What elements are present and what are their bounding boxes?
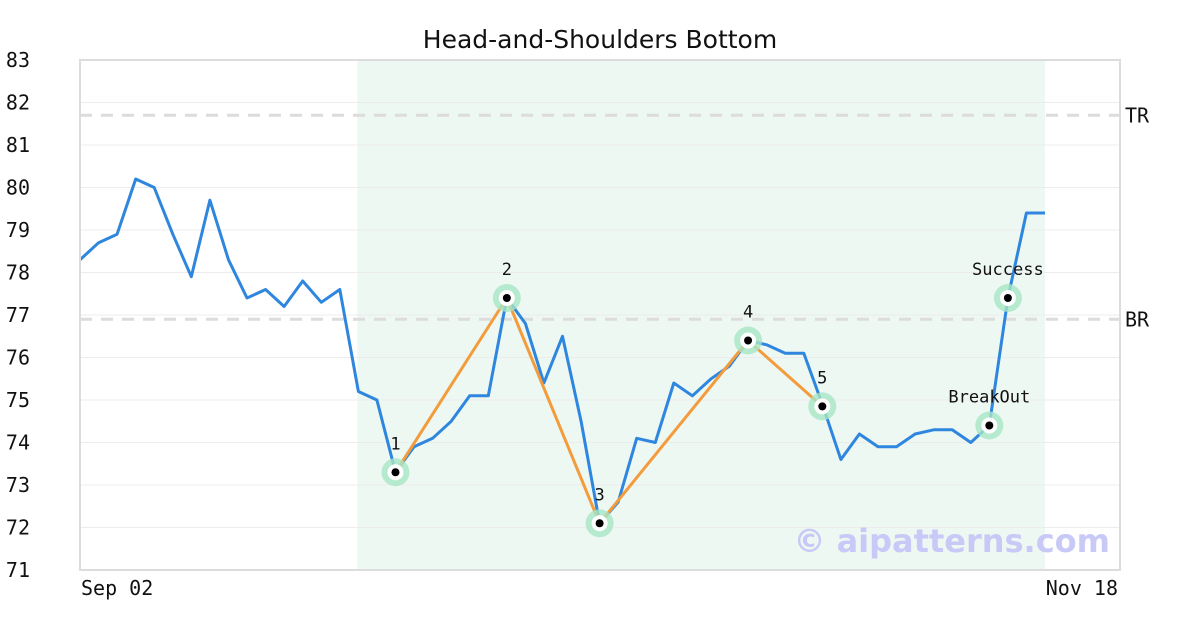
reference-label-br: BR [1125,307,1150,331]
y-tick-label: 78 [6,261,30,285]
point-label-4: 4 [743,303,753,323]
y-tick-label: 76 [6,346,30,370]
marker-5-dot [818,402,827,411]
marker-4-dot [744,336,753,345]
y-tick-label: 72 [6,516,30,540]
y-tick-label: 71 [6,558,30,582]
y-tick-label: 77 [6,303,30,327]
y-tick-label: 74 [6,431,30,455]
y-tick-label: 83 [6,48,30,72]
y-tick-label: 75 [6,388,30,412]
plot-frame [79,59,1121,571]
marker-success-dot [1003,294,1012,302]
y-tick-label: 73 [6,473,30,497]
point-label-success: Success [972,260,1044,280]
point-label-5: 5 [817,368,827,388]
price-series-line [78,177,1045,525]
point-label-1: 1 [390,434,400,454]
y-tick-label: 79 [6,218,30,242]
marker-3-dot [595,519,604,528]
marker-breakout-dot [985,421,994,430]
chart-title: Head-and-Shoulders Bottom [423,25,777,54]
y-tick-label: 82 [6,91,30,115]
y-tick-label: 80 [6,176,30,200]
point-label-breakout: BreakOut [948,388,1030,408]
y-tick-label: 81 [6,133,30,157]
marker-1-dot [391,468,400,477]
x-tick-label: Nov 18 [1046,576,1118,600]
point-label-2: 2 [502,260,512,280]
watermark: © aipatterns.com [793,522,1110,560]
marker-2-dot [502,294,511,302]
point-label-3: 3 [594,485,604,505]
x-tick-label: Sep 02 [81,576,153,600]
reference-label-tr: TR [1125,103,1150,127]
